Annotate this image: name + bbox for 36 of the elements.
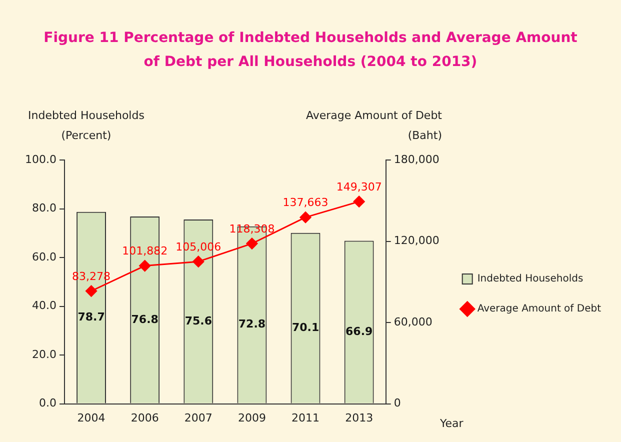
x-tick-label: 2004	[77, 411, 106, 424]
y-tick-label: 80.0	[32, 202, 56, 215]
point	[246, 238, 258, 250]
data-label: 76.8	[131, 312, 158, 326]
legend-label: Indebted Households	[477, 274, 584, 285]
x-tick-label: 2011	[292, 411, 320, 424]
y2-axis-title: Average Amount of Debt (Baht)	[304, 108, 442, 144]
chart-title: Figure 11 Percentage of Indebted Households and Average Amount of Debt per All Households (2004 to 2013)	[42, 29, 578, 72]
point	[86, 285, 98, 297]
data-label: 72.8	[238, 318, 266, 331]
y2-tick-label: 180,000	[394, 152, 440, 166]
y2-tick-label: 60,000	[394, 315, 432, 328]
y2-tick-label: 0	[394, 396, 401, 410]
x-tick-label: 2007	[184, 411, 212, 424]
data-label: 78.7	[78, 310, 105, 324]
x-axis-title: Year	[440, 416, 464, 432]
data-label: 149,307	[336, 180, 382, 194]
data-label: 70.1	[292, 320, 320, 334]
x-tick-label: 2013	[345, 411, 374, 424]
y2-tick-label: 120,000	[394, 234, 440, 248]
y-tick-label: 100.0	[24, 152, 56, 166]
y-tick-label: 60.0	[32, 250, 56, 264]
data-label: 66.9	[346, 324, 373, 338]
point	[300, 212, 312, 224]
x-tick-label: 2006	[130, 411, 159, 424]
point	[139, 260, 151, 272]
legend-label: Average Amount of Debt	[477, 304, 602, 315]
y-axis-title: Indebted Households (Percent)	[28, 108, 144, 144]
y-tick-label: 0.0	[38, 396, 56, 410]
y-tick-label: 20.0	[32, 348, 56, 361]
data-label: 75.6	[184, 314, 212, 328]
data-label: 137,663	[282, 196, 328, 210]
point	[353, 196, 365, 208]
y-tick-label: 40.0	[32, 299, 56, 312]
point	[192, 256, 204, 268]
x-tick-label: 2009	[238, 411, 266, 424]
